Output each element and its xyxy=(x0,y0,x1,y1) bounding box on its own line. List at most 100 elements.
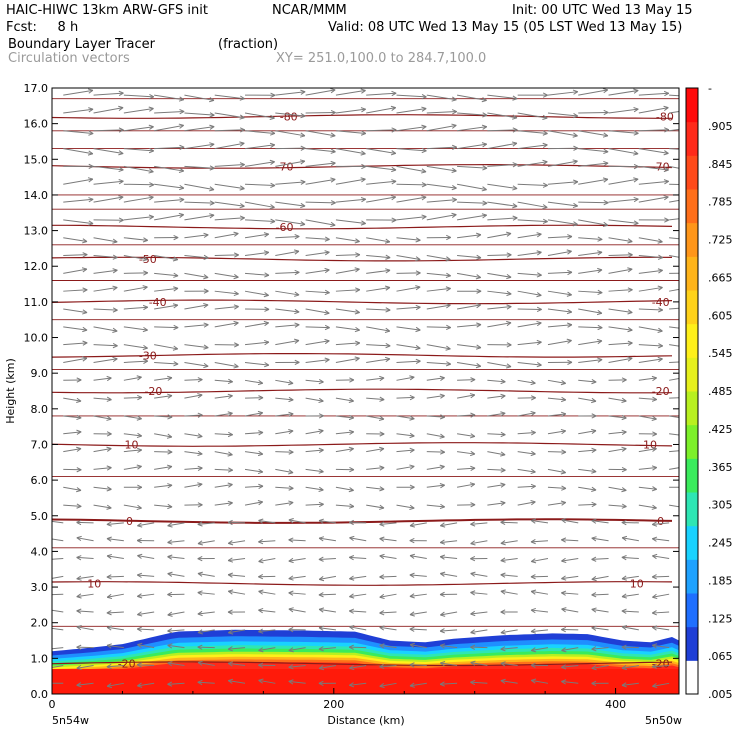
circulation-vector xyxy=(214,393,233,399)
circulation-vector xyxy=(136,572,155,578)
circulation-vector xyxy=(197,540,215,546)
colorbar-swatch xyxy=(686,290,698,325)
circulation-vector xyxy=(93,465,112,471)
circulation-vector xyxy=(426,272,451,278)
circulation-vector xyxy=(244,361,270,368)
circulation-vector xyxy=(396,195,427,203)
circulation-vector xyxy=(52,520,64,524)
circulation-vector xyxy=(638,195,669,203)
contour-label: -20 xyxy=(652,385,670,398)
circulation-vector xyxy=(396,285,421,292)
circulation-vector xyxy=(547,500,567,506)
circulation-vector xyxy=(366,179,397,185)
circulation-vector xyxy=(305,447,324,454)
circulation-vector xyxy=(470,540,488,546)
circulation-vector xyxy=(275,159,306,167)
circulation-vector xyxy=(245,92,276,98)
circulation-vector xyxy=(137,642,155,649)
circulation-vector xyxy=(426,344,451,351)
circulation-vector xyxy=(608,107,639,114)
circulation-vector xyxy=(457,502,476,508)
circulation-vector xyxy=(530,518,549,524)
circulation-vector xyxy=(275,89,306,96)
circulation-vector xyxy=(638,254,664,260)
circulation-vector xyxy=(669,218,679,221)
y-tick-label: 4.0 xyxy=(31,545,49,558)
circulation-vector xyxy=(456,303,482,310)
circulation-vector xyxy=(63,356,88,363)
circulation-vector xyxy=(335,486,354,493)
circulation-vector xyxy=(184,288,209,294)
circulation-vector xyxy=(669,361,679,363)
circulation-vector xyxy=(197,610,215,617)
circulation-vector xyxy=(137,611,155,617)
circulation-vector xyxy=(366,375,385,382)
circulation-vector xyxy=(487,231,512,239)
circulation-vector xyxy=(154,449,173,455)
circulation-vector xyxy=(335,88,366,96)
circulation-vector xyxy=(547,201,578,209)
circulation-vector xyxy=(123,304,149,311)
circulation-vector xyxy=(366,165,397,173)
circulation-vector xyxy=(487,141,518,150)
circulation-vector xyxy=(426,286,451,292)
circulation-vector xyxy=(227,540,246,546)
circulation-vector xyxy=(63,237,88,244)
circulation-vector xyxy=(439,628,458,634)
circulation-vector xyxy=(426,123,457,132)
circulation-vector xyxy=(396,344,421,351)
circulation-vector xyxy=(561,627,579,633)
circulation-vector xyxy=(52,609,64,613)
circulation-vector xyxy=(487,272,512,280)
circulation-vector xyxy=(167,681,185,687)
circulation-vector xyxy=(379,553,397,560)
circulation-vector xyxy=(457,200,488,206)
circulation-vector xyxy=(379,593,397,600)
circulation-vector xyxy=(63,397,82,404)
circulation-vector xyxy=(530,558,549,564)
circulation-vector xyxy=(517,361,542,368)
circulation-vector xyxy=(669,378,679,381)
circulation-vector xyxy=(184,112,215,118)
circulation-vector xyxy=(591,575,609,582)
circulation-vector xyxy=(547,338,572,346)
circulation-vector xyxy=(93,307,118,313)
circulation-vector xyxy=(638,504,657,510)
circulation-vector xyxy=(366,90,397,97)
circulation-vector xyxy=(608,267,633,274)
contour-label: -30 xyxy=(139,349,157,362)
circulation-vector xyxy=(197,629,215,635)
circulation-vector xyxy=(517,92,548,98)
circulation-vector xyxy=(136,662,155,668)
circulation-vector xyxy=(426,433,445,439)
circulation-vector xyxy=(275,290,300,297)
circulation-vector xyxy=(638,396,658,402)
circulation-vector xyxy=(547,308,573,315)
circulation-vector xyxy=(500,678,518,684)
circulation-vector xyxy=(288,627,306,633)
circulation-vector xyxy=(578,357,603,363)
circulation-vector xyxy=(591,556,609,562)
circulation-vector xyxy=(123,124,154,132)
circulation-vector xyxy=(154,414,173,420)
circulation-vector xyxy=(638,268,663,274)
circulation-vector xyxy=(305,428,324,435)
circulation-vector xyxy=(457,124,488,132)
circulation-vector xyxy=(426,483,445,489)
y-tick-label: 0.0 xyxy=(31,688,49,701)
colorbar-swatch xyxy=(686,222,698,257)
circulation-vector xyxy=(517,159,548,167)
circulation-vector xyxy=(608,130,639,136)
circulation-vector xyxy=(517,218,548,224)
circulation-vector xyxy=(305,308,330,316)
contour-label: -50 xyxy=(139,253,157,266)
circulation-vector xyxy=(366,486,385,492)
circulation-vector xyxy=(517,112,548,120)
circulation-vector xyxy=(621,593,639,599)
circulation-vector xyxy=(167,522,185,528)
circulation-vector xyxy=(487,393,506,399)
circulation-vector xyxy=(396,375,415,381)
circulation-vector xyxy=(214,290,239,297)
circulation-vector xyxy=(93,431,112,437)
circulation-vector xyxy=(63,429,82,435)
